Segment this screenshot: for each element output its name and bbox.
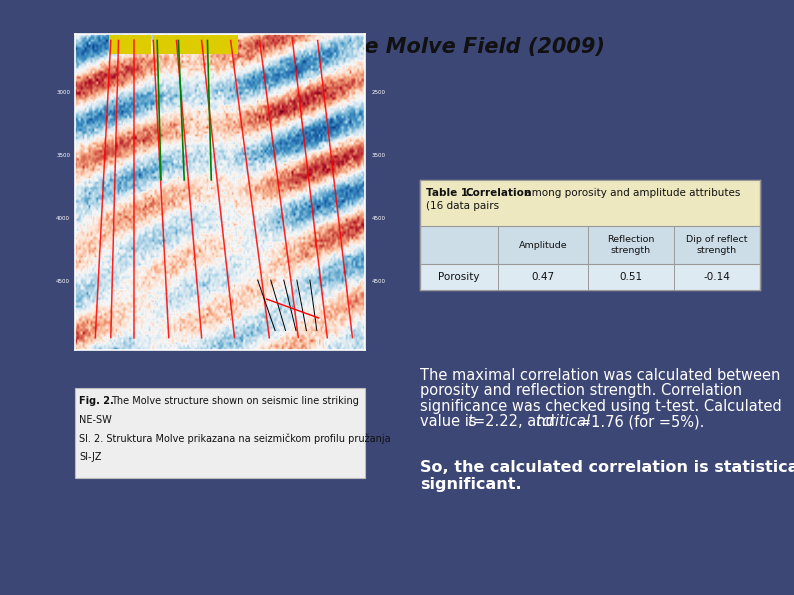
Text: t: t xyxy=(467,415,472,430)
Text: 4500: 4500 xyxy=(372,279,386,284)
Text: 2500: 2500 xyxy=(372,89,386,95)
Text: =2.22, and: =2.22, and xyxy=(473,415,560,430)
Text: 4500: 4500 xyxy=(372,216,386,221)
Text: Cokriging in the Molve Field (2009): Cokriging in the Molve Field (2009) xyxy=(190,37,604,57)
Text: Correlation: Correlation xyxy=(466,188,532,198)
Text: Amplitude: Amplitude xyxy=(518,240,567,249)
Text: Sl. 2. Struktura Molve prikazana na seizmičkom profilu pružanja: Sl. 2. Struktura Molve prikazana na seiz… xyxy=(79,433,391,444)
Bar xyxy=(109,35,152,54)
Bar xyxy=(196,35,238,54)
Bar xyxy=(420,264,760,290)
Bar xyxy=(75,388,365,478)
Text: Table 1.: Table 1. xyxy=(426,188,476,198)
Text: t: t xyxy=(535,415,541,430)
Text: =1.76 (for =5%).: =1.76 (for =5%). xyxy=(579,415,704,430)
Text: 0.47: 0.47 xyxy=(531,272,554,282)
Text: 0.51: 0.51 xyxy=(619,272,642,282)
Bar xyxy=(153,35,196,54)
Text: Dip of reflect
strength: Dip of reflect strength xyxy=(686,235,748,255)
Bar xyxy=(420,180,760,290)
Text: significance was checked using t-test. Calculated: significance was checked using t-test. C… xyxy=(420,399,782,414)
Text: 4000: 4000 xyxy=(56,216,70,221)
Text: SI-JZ: SI-JZ xyxy=(79,452,102,462)
Text: critical: critical xyxy=(541,415,590,430)
Text: value is: value is xyxy=(420,415,481,430)
Text: NE-SW: NE-SW xyxy=(79,415,112,425)
Text: Porosity: Porosity xyxy=(438,272,480,282)
Text: 3000: 3000 xyxy=(56,89,70,95)
Text: The Molve structure shown on seismic line striking: The Molve structure shown on seismic lin… xyxy=(111,396,359,406)
Text: So, the calculated correlation is statistically: So, the calculated correlation is statis… xyxy=(420,460,794,475)
Text: (16 data pairs: (16 data pairs xyxy=(426,201,499,211)
Text: Reflection
strength: Reflection strength xyxy=(607,235,655,255)
Text: -0.14: -0.14 xyxy=(703,272,730,282)
Text: 3500: 3500 xyxy=(372,153,386,158)
Text: among porosity and amplitude attributes: among porosity and amplitude attributes xyxy=(522,188,740,198)
Text: Fig. 2.: Fig. 2. xyxy=(79,396,118,406)
Text: 4500: 4500 xyxy=(56,279,70,284)
Text: porosity and reflection strength. Correlation: porosity and reflection strength. Correl… xyxy=(420,384,742,399)
Text: The maximal correlation was calculated between: The maximal correlation was calculated b… xyxy=(420,368,781,383)
Bar xyxy=(420,226,760,264)
Bar xyxy=(420,180,760,226)
Text: 3500: 3500 xyxy=(56,153,70,158)
Text: significant.: significant. xyxy=(420,477,522,492)
